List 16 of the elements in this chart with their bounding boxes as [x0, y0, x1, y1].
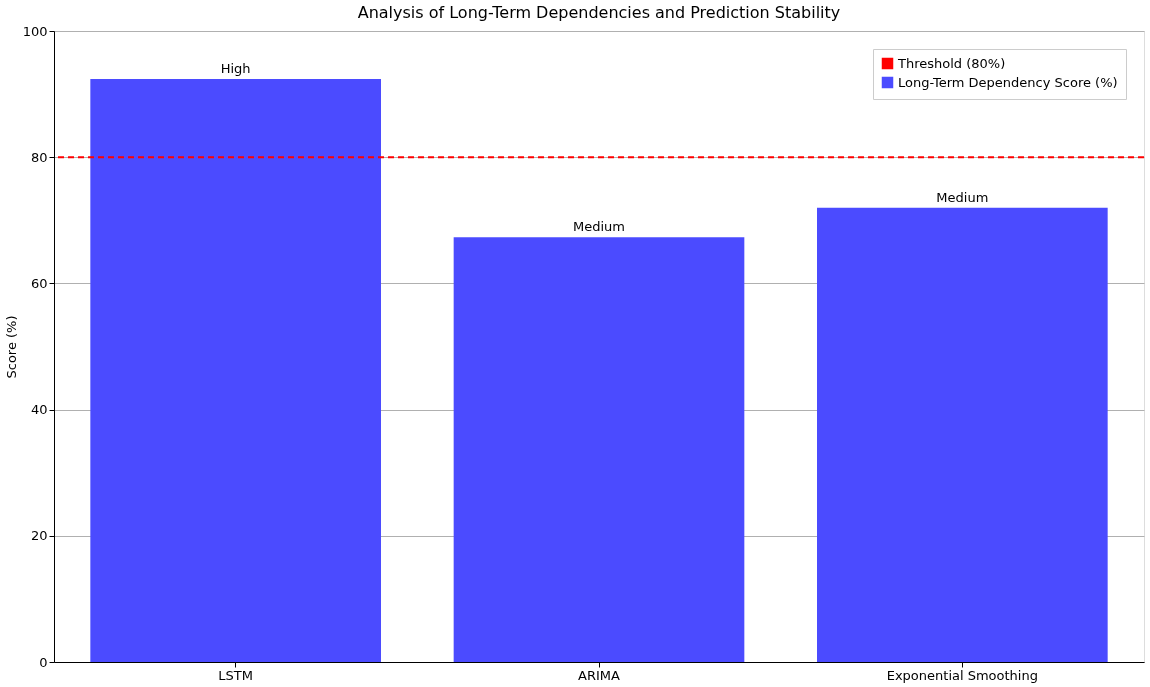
legend-label: Long-Term Dependency Score (%): [898, 74, 1118, 90]
legend-label: Threshold (80%): [897, 55, 1006, 71]
y-tick-label: 80: [30, 149, 48, 165]
y-tick-label: 100: [22, 23, 48, 39]
y-tick-label: 40: [30, 402, 48, 418]
data-label: High: [220, 60, 251, 76]
data-label: Medium: [573, 219, 625, 235]
y-tick-label: 20: [30, 528, 48, 544]
data-label: Medium: [936, 189, 989, 205]
x-tick-label: Exponential Smoothing: [886, 667, 1038, 683]
x-tick-label: ARIMA: [578, 667, 621, 683]
chart-title: Analysis of Long-Term Dependencies and Prediction Stability: [357, 3, 841, 22]
x-tick-label: LSTM: [218, 667, 253, 683]
y-axis-title: Score (%): [3, 315, 19, 379]
y-tick-label: 60: [30, 275, 48, 291]
y-tick-label: 0: [39, 654, 48, 670]
